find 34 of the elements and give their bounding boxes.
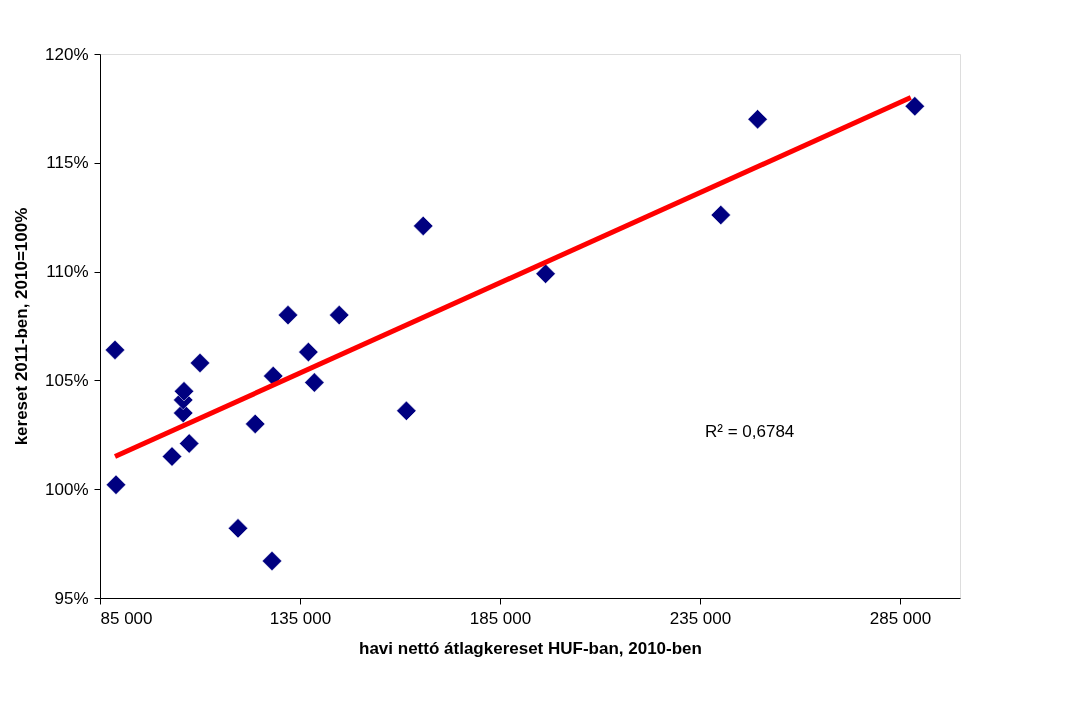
point [304, 372, 325, 393]
y-tick-label: 95% [54, 588, 89, 608]
annotation: R² = 0,6784 [705, 422, 795, 441]
x-tick-label: 235 000 [669, 608, 732, 628]
y-tick-label: 115% [46, 153, 89, 173]
point [262, 551, 282, 571]
point [710, 205, 731, 226]
point [190, 353, 210, 373]
point [105, 339, 125, 360]
x-axis-title: havi nettó átlagkereset HUF-ban, 2010-ben [359, 638, 702, 658]
point [298, 342, 319, 363]
x-tick-label: 185 000 [469, 608, 532, 628]
y-tick-label: 120% [45, 44, 89, 64]
point [179, 433, 200, 454]
x-tick-label: 85 000 [100, 608, 153, 628]
point [245, 413, 266, 434]
point [228, 518, 248, 539]
point [904, 96, 925, 117]
point [263, 366, 284, 387]
point [329, 305, 350, 326]
y-tick-label: 100% [45, 479, 89, 499]
point [396, 400, 417, 421]
y-axis-title: kereset 2011-ben, 2010=100% [12, 207, 32, 446]
point [535, 263, 556, 284]
point [106, 474, 126, 495]
point [413, 215, 434, 236]
point [162, 446, 182, 467]
point [278, 305, 298, 326]
point [747, 109, 768, 130]
y-tick-label: 105% [45, 370, 89, 390]
point [174, 381, 194, 402]
x-tick-label: 285 000 [869, 608, 932, 628]
y-tick-label: 110% [46, 262, 89, 282]
x-tick-label: 135 000 [269, 608, 332, 628]
